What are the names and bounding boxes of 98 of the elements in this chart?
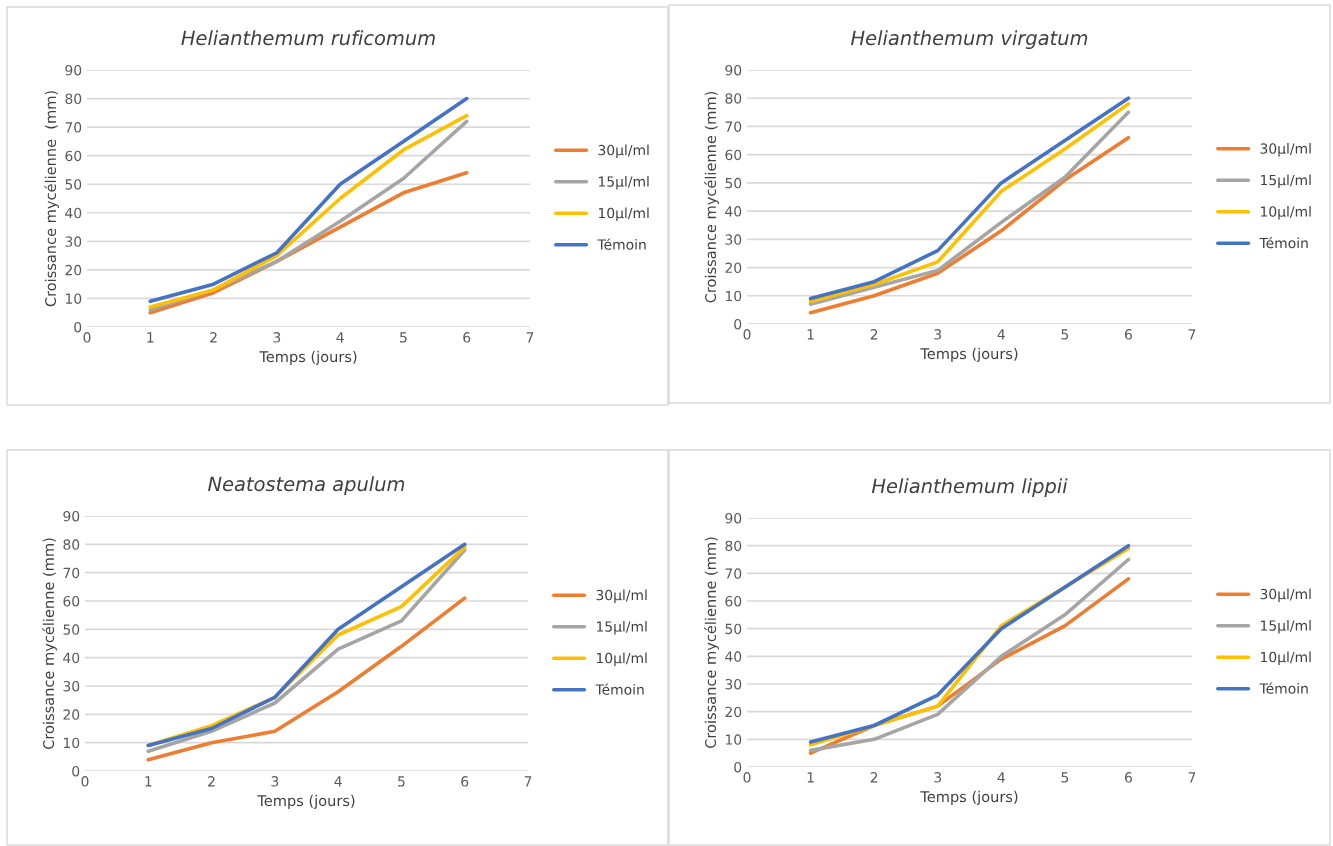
y-tick-label: 50 (725, 623, 742, 635)
y-tick-label: 80 (65, 93, 82, 105)
y-tick-label: 60 (65, 150, 82, 162)
y-tick-label: 10 (725, 734, 742, 745)
y-tick-label: 30 (63, 680, 80, 692)
x-tick-label: 2 (210, 332, 217, 343)
y-axis-title: Croissance mycélienne (mm) (704, 537, 719, 748)
y-tick-label: 30 (725, 678, 742, 690)
y-tick-label: 20 (725, 706, 742, 718)
x-tick-label: 5 (398, 776, 405, 787)
x-tick-label: 5 (400, 332, 407, 343)
chart-title: Neatostema apulum (208, 476, 405, 496)
legend-label: 15µl/ml (598, 176, 649, 190)
y-tick-label: 40 (725, 206, 742, 217)
y-tick-label: 10 (63, 737, 80, 749)
y-tick-label: 80 (63, 539, 80, 550)
y-tick-label: 10 (725, 290, 742, 302)
x-tick-label: 4 (336, 332, 344, 343)
x-tick-label: 7 (526, 332, 534, 343)
x-axis-title: Temps (jours) (259, 350, 357, 365)
y-tick-label: 90 (63, 510, 80, 522)
legend-label: 30µl/ml (596, 589, 647, 603)
chart-title: Helianthemum lippii (871, 478, 1068, 498)
legend-label: Témoin (595, 683, 644, 695)
x-tick-label: 4 (997, 329, 1005, 340)
y-tick-label: 60 (725, 595, 742, 607)
x-tick-label: 5 (1061, 329, 1069, 340)
y-tick-label: 50 (65, 179, 82, 190)
y-tick-label: 90 (65, 64, 82, 76)
x-axis-title: Temps (jours) (920, 790, 1018, 805)
y-tick-label: 40 (65, 207, 82, 219)
y-tick-label: 50 (63, 624, 80, 635)
y-tick-label: 40 (725, 651, 742, 662)
x-tick-label: 5 (1061, 772, 1069, 783)
y-tick-label: 50 (725, 177, 742, 189)
x-tick-label: 1 (807, 772, 814, 783)
y-tick-label: 0 (734, 318, 742, 330)
x-tick-label: 0 (81, 776, 89, 787)
x-tick-label: 1 (145, 776, 152, 787)
x-axis-title: Temps (jours) (920, 347, 1018, 362)
y-tick-label: 70 (725, 568, 742, 579)
x-tick-label: 7 (524, 776, 532, 787)
legend-label: 30µl/ml (598, 144, 649, 158)
x-tick-label: 2 (208, 776, 215, 787)
y-axis-title: Croissance mycélienne (mm) (44, 91, 59, 307)
y-axis-title: Croissance mycélienne (mm) (704, 91, 719, 303)
chart-title: Helianthemum virgatum (851, 30, 1088, 50)
legend-label: 15µl/ml (1261, 620, 1311, 634)
y-tick-label: 90 (725, 64, 742, 76)
legend-label: Témoin (1259, 236, 1308, 249)
x-tick-label: 6 (461, 776, 469, 787)
x-tick-label: 6 (1124, 329, 1132, 340)
x-tick-label: 1 (147, 332, 154, 343)
y-tick-label: 40 (63, 652, 80, 664)
y-tick-label: 30 (725, 234, 742, 245)
legend-label: 30µl/ml (1260, 588, 1311, 602)
legend-label: 15µl/ml (596, 621, 647, 635)
y-tick-label: 70 (65, 122, 82, 133)
y-tick-label: 70 (725, 121, 742, 132)
legend-label: Témoin (1259, 682, 1308, 694)
chart-title: Helianthemum ruficomum (181, 30, 435, 46)
y-tick-label: 10 (65, 293, 82, 304)
legend-label: 10µl/ml (598, 207, 649, 221)
x-tick-label: 3 (934, 329, 942, 340)
y-tick-label: 80 (725, 540, 742, 552)
x-tick-label: 3 (271, 776, 279, 787)
y-tick-label: 60 (63, 595, 80, 607)
legend-label: 10µl/ml (596, 652, 647, 666)
x-tick-label: 1 (807, 329, 814, 340)
legend-label: 30µl/ml (1260, 143, 1311, 157)
x-tick-label: 2 (870, 329, 878, 340)
x-axis-title: Temps (jours) (257, 794, 355, 809)
y-tick-label: 60 (725, 149, 742, 161)
legend-label: 10µl/ml (1261, 206, 1311, 220)
y-tick-label: 80 (725, 93, 742, 104)
x-tick-label: 4 (997, 772, 1005, 783)
y-tick-label: 20 (63, 709, 80, 720)
x-tick-label: 6 (463, 332, 471, 343)
x-tick-label: 7 (1188, 329, 1196, 340)
x-tick-label: 0 (743, 772, 751, 783)
y-axis-title: Croissance mycélienne (mm) (42, 538, 57, 749)
x-tick-label: 3 (273, 332, 281, 343)
legend-label: 15µl/ml (1261, 174, 1311, 188)
x-tick-label: 4 (334, 776, 342, 787)
x-tick-label: 3 (934, 772, 942, 783)
y-tick-label: 30 (65, 236, 82, 247)
legend-label: Témoin (597, 238, 646, 250)
y-tick-label: 20 (65, 264, 82, 276)
x-tick-label: 6 (1124, 772, 1132, 783)
legend-label: 10µl/ml (1261, 651, 1311, 665)
y-tick-label: 70 (63, 567, 80, 579)
x-tick-label: 0 (83, 332, 91, 343)
x-tick-label: 7 (1188, 772, 1196, 783)
y-tick-label: 20 (725, 262, 742, 274)
y-tick-label: 0 (734, 761, 742, 773)
y-tick-label: 90 (725, 512, 742, 524)
x-tick-label: 2 (870, 772, 878, 783)
x-tick-label: 0 (743, 329, 751, 340)
